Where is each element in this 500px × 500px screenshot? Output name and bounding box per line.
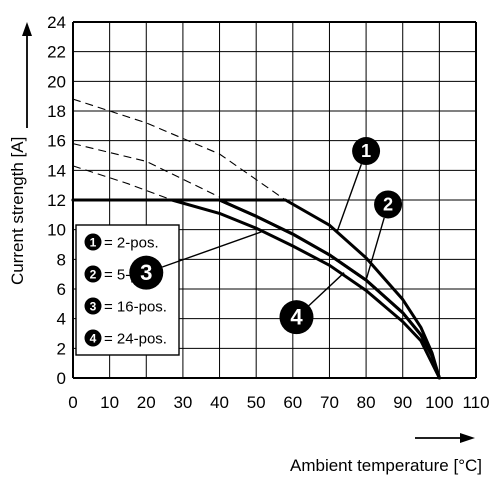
series-line-4 [71, 198, 441, 380]
legend-marker-3 [84, 297, 102, 315]
tick-labels: 0 10 20 30 40 50 60 70 80 90 100 110024681012141618… [47, 13, 489, 412]
callout-leader-4 [308, 272, 345, 307]
x-tick-label: 80 [357, 393, 376, 412]
callout-badge-3 [129, 255, 164, 290]
grid [72, 21, 477, 379]
y-tick-label: 6 [57, 280, 66, 299]
callout-badge-2 [374, 190, 403, 219]
legend-marker-number: 1 [90, 236, 97, 250]
y-tick-label: 18 [47, 102, 66, 121]
legend-marker-number: 4 [90, 332, 97, 346]
x-tick-label: 110 [462, 393, 489, 412]
y-tick-label: 10 [47, 221, 66, 240]
x-tick-label: 40 [210, 393, 229, 412]
x-tick-label: 30 [173, 393, 192, 412]
legend: 1= 2-pos.2= 5-pos.3= 16-pos.4= 24-pos. [75, 224, 180, 356]
y-tick-label: 12 [47, 191, 66, 210]
series-line-1 [71, 198, 441, 380]
y-tick-label: 20 [47, 72, 66, 91]
y-tick-label: 16 [47, 132, 66, 151]
y-tick-label: 14 [47, 161, 66, 180]
y-tick-label: 8 [57, 250, 66, 269]
x-tick-label: 20 [137, 393, 156, 412]
callout-leader-1 [336, 163, 363, 233]
x-tick-label: 0 [68, 393, 77, 412]
y-tick-label: 4 [57, 310, 66, 329]
extrapolation-line-1 [72, 98, 286, 201]
legend-marker-4 [84, 329, 102, 347]
curves [71, 98, 441, 380]
legend-label: = 2-pos. [104, 235, 159, 252]
y-axis-title: Current strength [A] [8, 137, 27, 285]
x-tick-label: 10 [100, 393, 119, 412]
x-axis-title: Ambient temperature [°C] [290, 456, 482, 475]
legend-label: = 24-pos. [104, 331, 167, 348]
y-tick-label: 2 [57, 339, 66, 358]
callout-leader-3 [162, 230, 264, 268]
y-tick-label: 24 [47, 13, 66, 32]
y-tick-label: 22 [47, 43, 66, 62]
legend-marker-1 [84, 233, 102, 251]
x-tick-label: 90 [393, 393, 412, 412]
callout-number-1: 1 [361, 141, 371, 161]
callouts: 1 2 3 4 [129, 137, 403, 335]
callout-number-3: 3 [140, 260, 152, 285]
legend-label: = 16-pos. [104, 299, 167, 316]
series-line-3 [71, 198, 441, 380]
x-tick-label: 100 [425, 393, 453, 412]
legend-marker-number: 2 [90, 268, 97, 282]
legend-marker-number: 3 [90, 300, 97, 314]
extrapolation-line-3 [72, 165, 173, 201]
callout-leader-2 [365, 217, 385, 281]
x-axis-arrow [415, 433, 475, 443]
y-tick-label: 0 [57, 369, 66, 388]
callout-number-4: 4 [290, 304, 303, 329]
callout-number-2: 2 [383, 194, 393, 214]
x-tick-label: 50 [247, 393, 266, 412]
y-axis-arrow [22, 22, 32, 128]
callout-badge-1 [352, 137, 381, 166]
callout-badge-4 [279, 300, 314, 335]
x-tick-label: 70 [320, 393, 339, 412]
legend-marker-2 [84, 265, 102, 283]
x-tick-label: 60 [283, 393, 302, 412]
